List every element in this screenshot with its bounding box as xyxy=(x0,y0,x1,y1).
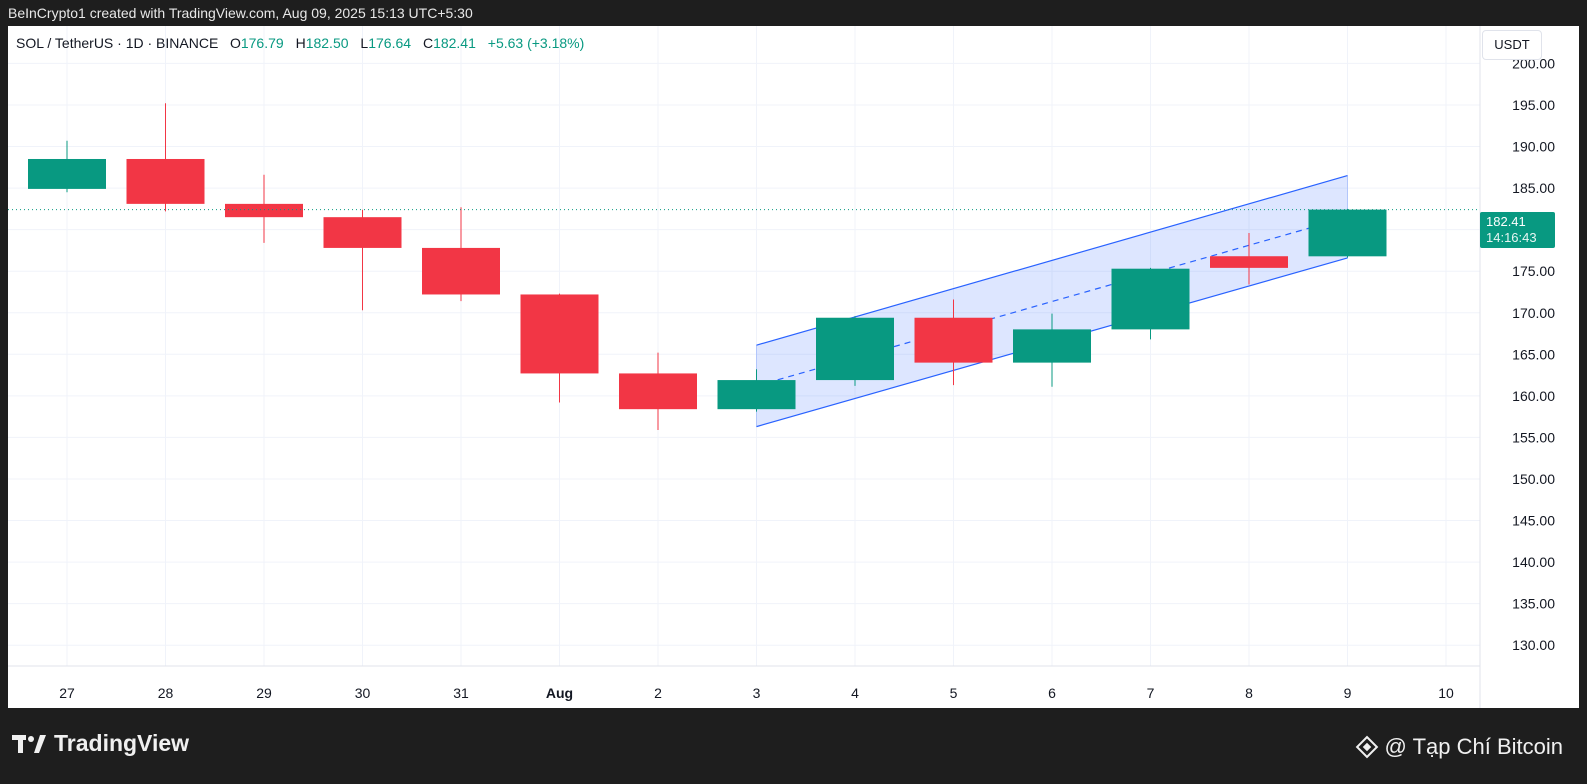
candle-body xyxy=(1013,329,1091,363)
watermark: @ Tạp Chí Bitcoin xyxy=(1355,734,1563,760)
low-value: 176.64 xyxy=(368,35,412,51)
chart-area[interactable]: 200.00195.00190.00185.00180.00175.00170.… xyxy=(8,26,1579,708)
x-tick-label: Aug xyxy=(546,685,573,701)
y-tick-label: 165.00 xyxy=(1512,346,1555,362)
footer: TradingView @ Tạp Chí Bitcoin xyxy=(0,708,1587,784)
x-tick-label: 30 xyxy=(355,685,371,701)
binance-diamond-icon xyxy=(1355,735,1378,759)
x-tick-label: 4 xyxy=(851,685,859,701)
currency-unit-button[interactable]: USDT xyxy=(1482,30,1542,60)
currency-unit-label: USDT xyxy=(1494,37,1530,52)
candle-body xyxy=(323,217,402,248)
y-tick-label: 160.00 xyxy=(1512,388,1555,404)
candle-body xyxy=(1210,256,1288,268)
y-tick-label: 135.00 xyxy=(1512,596,1555,612)
tradingview-brand: TradingView xyxy=(54,730,190,756)
y-tick-label: 170.00 xyxy=(1512,305,1555,321)
channel-fill xyxy=(756,175,1348,427)
ohlc-legend: SOL / TetherUS · 1D · BINANCE O176.79 H1… xyxy=(16,35,584,51)
candle-body xyxy=(619,373,697,410)
open-value: 176.79 xyxy=(240,35,284,51)
candlestick-chart[interactable]: 200.00195.00190.00185.00180.00175.00170.… xyxy=(8,26,1579,708)
y-tick-label: 140.00 xyxy=(1512,554,1555,570)
x-tick-label: 27 xyxy=(59,685,75,701)
x-tick-label: 8 xyxy=(1245,685,1253,701)
candle-body xyxy=(422,247,500,295)
low-label: L xyxy=(360,35,369,51)
close-value: 182.41 xyxy=(433,35,476,51)
last-price-value: 182.41 xyxy=(1486,214,1526,229)
candle-body xyxy=(914,317,993,363)
close-label: C xyxy=(422,35,434,51)
y-tick-label: 145.00 xyxy=(1512,513,1555,529)
y-tick-label: 185.00 xyxy=(1512,180,1555,196)
y-tick-label: 195.00 xyxy=(1512,97,1555,113)
x-tick-label: 5 xyxy=(950,685,958,701)
x-tick-label: 29 xyxy=(256,685,272,701)
bar-countdown: 14:16:43 xyxy=(1486,230,1537,245)
candle-body xyxy=(225,203,303,218)
attribution-bar: BeInCrypto1 created with TradingView.com… xyxy=(0,0,1587,26)
tradingview-logo-icon xyxy=(12,733,46,755)
x-tick-label: 10 xyxy=(1438,685,1454,701)
open-label: O xyxy=(229,35,241,51)
candle-body xyxy=(1111,268,1190,330)
x-tick-label: 31 xyxy=(453,685,469,701)
x-tick-label: 7 xyxy=(1147,685,1155,701)
candle-body xyxy=(717,380,796,410)
watermark-text: @ Tạp Chí Bitcoin xyxy=(1384,734,1563,759)
candle-body xyxy=(520,294,599,374)
x-tick-label: 28 xyxy=(158,685,174,701)
high-label: H xyxy=(295,35,306,51)
symbol-label: SOL / TetherUS · 1D · BINANCE xyxy=(16,35,219,51)
attribution-text: BeInCrypto1 created with TradingView.com… xyxy=(8,5,473,21)
candle-body xyxy=(1308,209,1387,257)
candle-body xyxy=(126,158,205,204)
high-value: 182.50 xyxy=(305,35,349,51)
y-tick-label: 155.00 xyxy=(1512,429,1555,445)
candle-body xyxy=(816,317,894,381)
change-value: +5.63 (+3.18%) xyxy=(487,35,585,51)
x-tick-label: 2 xyxy=(654,685,662,701)
candle-body xyxy=(28,158,106,189)
x-tick-label: 3 xyxy=(753,685,761,701)
x-tick-label: 9 xyxy=(1344,685,1352,701)
y-tick-label: 175.00 xyxy=(1512,263,1555,279)
y-tick-label: 190.00 xyxy=(1512,139,1555,155)
y-tick-label: 130.00 xyxy=(1512,637,1555,653)
last-price-tag: 182.41 14:16:43 xyxy=(1480,212,1555,248)
tradingview-logo[interactable]: TradingView xyxy=(12,730,189,757)
x-tick-label: 6 xyxy=(1048,685,1056,701)
y-tick-label: 150.00 xyxy=(1512,471,1555,487)
